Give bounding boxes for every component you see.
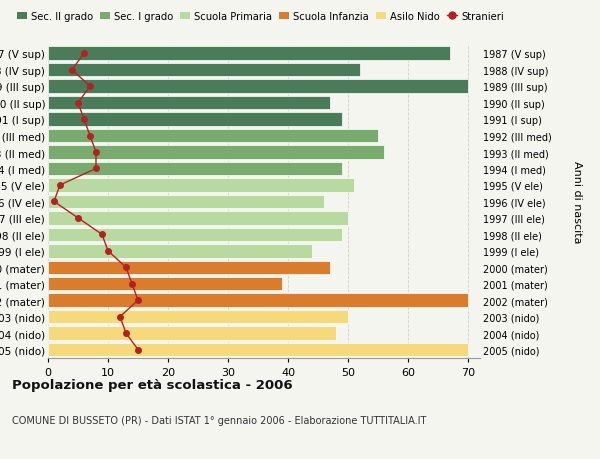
Bar bbox=[48, 129, 378, 143]
Bar bbox=[48, 80, 468, 94]
Point bbox=[91, 165, 101, 173]
Bar bbox=[48, 97, 330, 110]
Point bbox=[67, 67, 77, 74]
Bar bbox=[48, 277, 282, 291]
Bar bbox=[48, 113, 342, 127]
Bar bbox=[48, 343, 468, 357]
Point bbox=[85, 133, 95, 140]
Bar bbox=[48, 294, 468, 307]
Bar bbox=[48, 195, 324, 209]
Point bbox=[103, 247, 113, 255]
Point bbox=[127, 280, 137, 288]
Point bbox=[115, 313, 125, 321]
Text: COMUNE DI BUSSETO (PR) - Dati ISTAT 1° gennaio 2006 - Elaborazione TUTTITALIA.IT: COMUNE DI BUSSETO (PR) - Dati ISTAT 1° g… bbox=[12, 415, 427, 425]
Point bbox=[133, 297, 143, 304]
Point bbox=[121, 330, 131, 337]
Bar bbox=[48, 327, 336, 340]
Bar bbox=[48, 245, 312, 258]
Point bbox=[73, 100, 83, 107]
Bar bbox=[48, 47, 450, 61]
Bar bbox=[48, 179, 354, 192]
Point bbox=[91, 149, 101, 157]
Bar bbox=[48, 146, 384, 159]
Point bbox=[79, 50, 89, 58]
Bar bbox=[48, 228, 342, 241]
Point bbox=[55, 182, 65, 189]
Bar bbox=[48, 261, 330, 274]
Text: Popolazione per età scolastica - 2006: Popolazione per età scolastica - 2006 bbox=[12, 379, 293, 392]
Point bbox=[121, 264, 131, 271]
Bar bbox=[48, 310, 348, 324]
Point bbox=[97, 231, 107, 239]
Y-axis label: Anni di nascita: Anni di nascita bbox=[572, 161, 581, 243]
Point bbox=[79, 116, 89, 123]
Bar bbox=[48, 64, 360, 77]
Legend: Sec. II grado, Sec. I grado, Scuola Primaria, Scuola Infanzia, Asilo Nido, Stran: Sec. II grado, Sec. I grado, Scuola Prim… bbox=[17, 12, 503, 22]
Point bbox=[49, 198, 59, 206]
Point bbox=[133, 346, 143, 353]
Point bbox=[85, 83, 95, 90]
Point bbox=[73, 215, 83, 222]
Bar bbox=[48, 162, 342, 176]
Bar bbox=[48, 212, 348, 225]
